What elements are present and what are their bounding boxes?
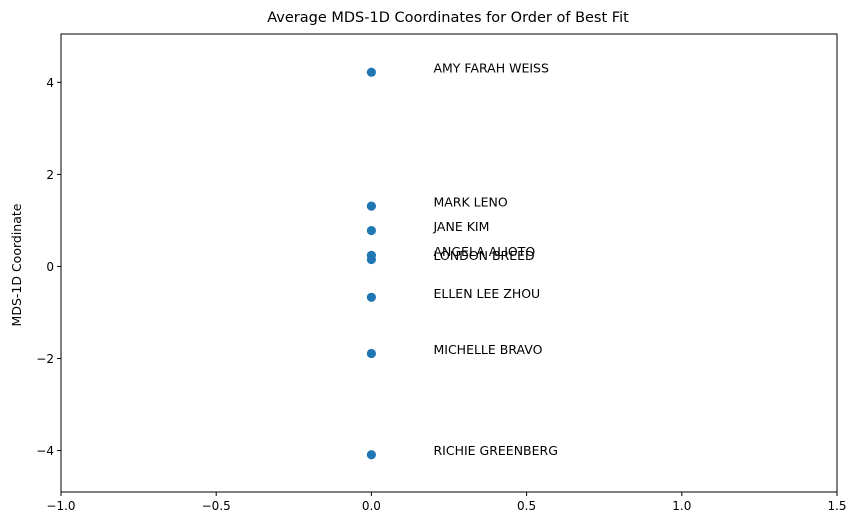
data-point xyxy=(366,254,376,265)
point-label: RICHIE GREENBERG xyxy=(433,443,557,458)
y-axis: −4 −2 0 2 4 xyxy=(36,76,61,458)
data-point xyxy=(366,225,376,236)
point-label: LONDON BREED xyxy=(433,248,534,263)
x-tick-label: 1.5 xyxy=(827,499,846,513)
point-label: ELLEN LEE ZHOU xyxy=(433,286,540,301)
data-point xyxy=(366,348,376,359)
point-label: MICHELLE BRAVO xyxy=(433,342,542,357)
data-point xyxy=(366,201,376,211)
y-tick-label: −2 xyxy=(36,352,54,366)
x-tick-label: 1.0 xyxy=(672,499,691,513)
y-tick-label: 2 xyxy=(46,168,54,182)
y-axis-label: MDS-1D Coordinate xyxy=(9,203,24,326)
x-tick-label: 0.0 xyxy=(362,499,381,513)
x-tick-label: −0.5 xyxy=(202,499,231,513)
point-label: ANGELA ALIOTO xyxy=(433,244,535,259)
y-tick-label: 0 xyxy=(46,260,54,274)
y-tick-label: −4 xyxy=(36,444,54,458)
point-label: JANE KIM xyxy=(432,219,489,234)
data-point xyxy=(366,292,376,302)
data-point xyxy=(366,67,376,77)
x-axis: −1.0 −0.5 0.0 0.5 1.0 1.5 xyxy=(46,492,847,513)
x-tick-label: 0.5 xyxy=(517,499,536,513)
data-points xyxy=(366,67,376,460)
plot-frame xyxy=(60,33,838,493)
point-label: MARK LENO xyxy=(433,195,507,210)
y-tick-label: 4 xyxy=(46,76,54,90)
data-point xyxy=(366,450,376,460)
point-label: AMY FARAH WEISS xyxy=(433,61,549,76)
x-tick-label: −1.0 xyxy=(46,499,75,513)
chart-title: Average MDS-1D Coordinates for Order of … xyxy=(267,10,629,26)
point-labels: AMY FARAH WEISS MARK LENO JANE KIM ANGELA A… xyxy=(432,61,557,459)
